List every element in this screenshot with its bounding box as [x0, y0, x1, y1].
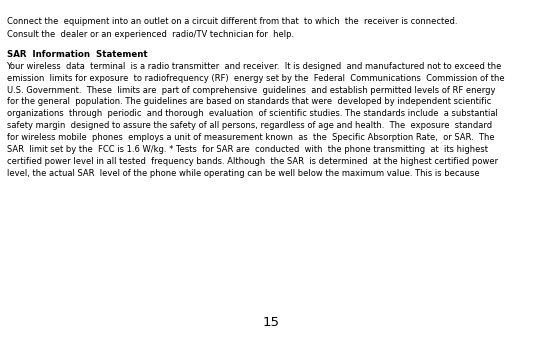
Text: organizations  through  periodic  and thorough  evaluation  of scientific studie: organizations through periodic and thoro… — [7, 109, 497, 118]
Text: for the general  population. The guidelines are based on standards that were  de: for the general population. The guidelin… — [7, 98, 491, 106]
Text: Consult the  dealer or an experienced  radio/TV technician for  help.: Consult the dealer or an experienced rad… — [7, 30, 294, 39]
Text: certified power level in all tested  frequency bands. Although  the SAR  is dete: certified power level in all tested freq… — [7, 157, 497, 166]
Text: 15: 15 — [263, 316, 280, 329]
Text: Your wireless  data  terminal  is a radio transmitter  and receiver.  It is desi: Your wireless data terminal is a radio t… — [7, 62, 502, 71]
Text: SAR  limit set by the  FCC is 1.6 W/kg. * Tests  for SAR are  conducted  with  t: SAR limit set by the FCC is 1.6 W/kg. * … — [7, 145, 488, 154]
Text: SAR  Information  Statement: SAR Information Statement — [7, 50, 147, 59]
Text: U.S. Government.  These  limits are  part of comprehensive  guidelines  and esta: U.S. Government. These limits are part o… — [7, 86, 495, 94]
Text: Connect the  equipment into an outlet on a circuit different from that  to which: Connect the equipment into an outlet on … — [7, 17, 457, 26]
Text: emission  limits for exposure  to radiofrequency (RF)  energy set by the  Federa: emission limits for exposure to radiofre… — [7, 74, 504, 83]
Text: for wireless mobile  phones  employs a unit of measurement known  as  the  Speci: for wireless mobile phones employs a uni… — [7, 133, 494, 142]
Text: level, the actual SAR  level of the phone while operating can be well below the : level, the actual SAR level of the phone… — [7, 169, 479, 178]
Text: safety margin  designed to assure the safety of all persons, regardless of age a: safety margin designed to assure the saf… — [7, 121, 491, 130]
